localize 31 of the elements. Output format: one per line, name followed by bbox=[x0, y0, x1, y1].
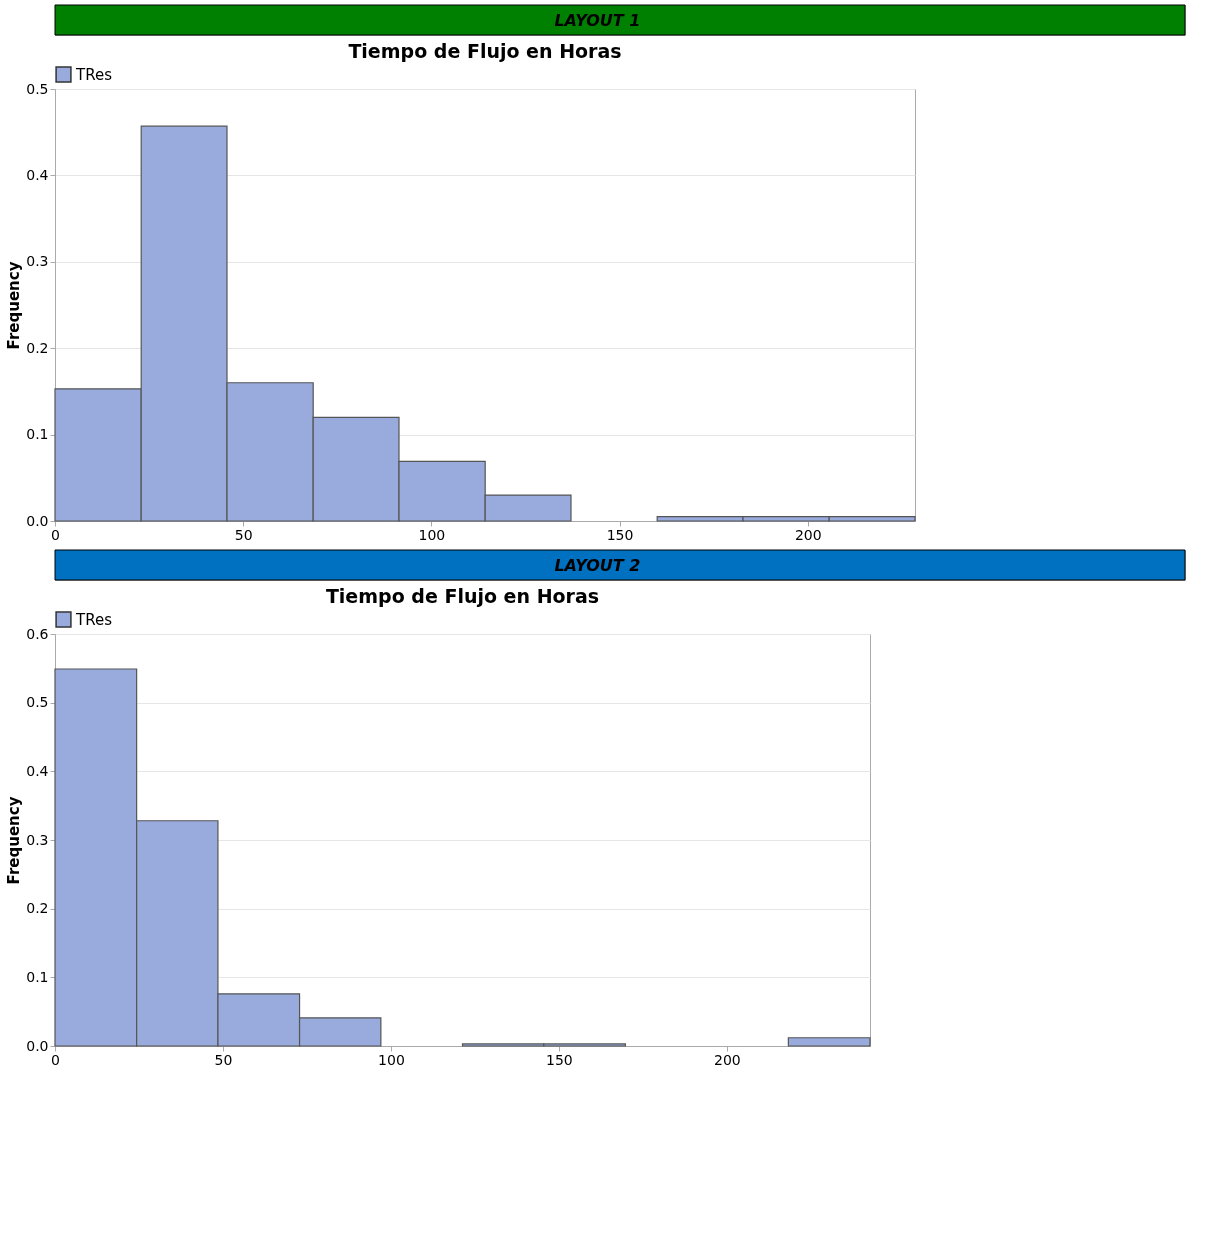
y-tick-label: 0.1 bbox=[26, 968, 49, 985]
x-tick-label: 150 bbox=[546, 1051, 573, 1068]
text: LAYOUT 1 bbox=[554, 11, 641, 30]
y-tick-label: 0.2 bbox=[26, 900, 49, 917]
y-tick-label: 0.3 bbox=[26, 831, 49, 848]
x-tick-label: 50 bbox=[234, 526, 253, 543]
y-tick-label: 0.2 bbox=[26, 339, 49, 356]
legend-label: TRes bbox=[75, 610, 113, 629]
y-axis-title: Frequency bbox=[5, 261, 24, 350]
x-tick-label: 100 bbox=[378, 1051, 405, 1068]
legend-label: TRes bbox=[75, 65, 113, 84]
x-tick-label: 0 bbox=[51, 526, 60, 543]
chart-title: Tiempo de Flujo en Horas bbox=[348, 40, 622, 62]
x-tick-label: 100 bbox=[418, 526, 446, 543]
text: LAYOUT 2 bbox=[554, 556, 641, 575]
y-tick-label: 0.0 bbox=[26, 1037, 49, 1054]
y-tick-label: 0.5 bbox=[26, 80, 49, 97]
x-tick-label: 0 bbox=[51, 1051, 60, 1068]
y-tick-label: 0.0 bbox=[26, 512, 49, 529]
x-tick-label: 150 bbox=[606, 526, 634, 543]
y-tick-label: 0.3 bbox=[26, 253, 49, 270]
y-tick-label: 0.1 bbox=[26, 426, 49, 443]
x-tick-label: 50 bbox=[214, 1051, 233, 1068]
x-tick-label: 200 bbox=[714, 1051, 741, 1068]
y-tick-label: 0.5 bbox=[26, 694, 49, 711]
y-axis-title: Frequency bbox=[5, 796, 24, 885]
y-tick-label: 0.4 bbox=[26, 166, 49, 183]
y-tick-label: 0.6 bbox=[26, 625, 49, 642]
chart-title: Tiempo de Flujo en Horas bbox=[325, 585, 600, 607]
x-tick-label: 200 bbox=[794, 526, 822, 543]
y-tick-label: 0.4 bbox=[26, 762, 49, 779]
